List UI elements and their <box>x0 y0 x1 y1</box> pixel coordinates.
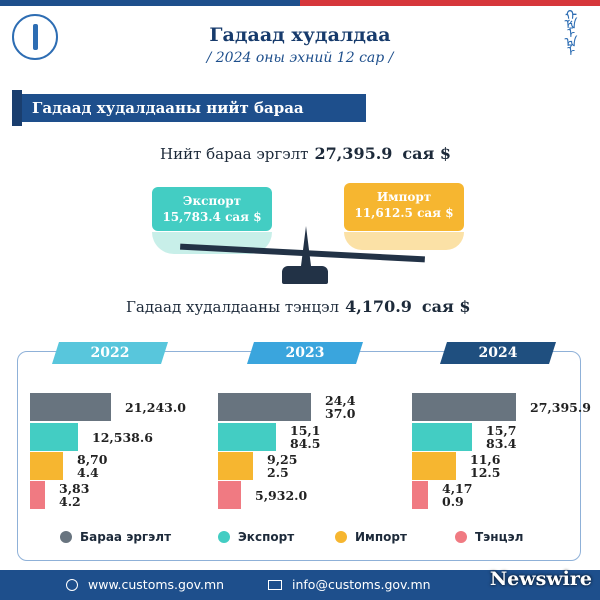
bar-2022-turnover <box>30 393 111 421</box>
export-card: Экспорт 15,783.4 сая $ <box>152 187 272 231</box>
year-tab-2024: 2024 <box>440 342 556 364</box>
legend-dot-balance <box>455 531 467 543</box>
bar-2024-balance <box>412 481 428 509</box>
value-label-2023-import: 9,25 2.5 <box>267 452 298 480</box>
section-title: Гадаад худалдааны нийт бараа эргэлт <box>12 90 366 145</box>
customs-logo-icon <box>12 14 58 60</box>
bar-2024-export <box>412 423 472 451</box>
trade-balance: Гадаад худалдааны тэнцэл 4,170.9 сая $ <box>126 297 475 316</box>
value-label-2023-turnover: 24,4 37.0 <box>325 393 356 421</box>
legend-dot-export <box>218 531 230 543</box>
newswire-watermark: Newswire <box>489 568 592 590</box>
website-text[interactable]: www.customs.gov.mn <box>88 577 225 592</box>
legend-dot-import <box>335 531 347 543</box>
legend-import: Импорт <box>335 530 407 544</box>
value-label-2024-import: 11,6 12.5 <box>470 452 501 480</box>
value-label-2023-export: 15,1 84.5 <box>290 423 321 451</box>
value-label-2024-turnover: 27,395.9 <box>530 400 591 415</box>
bar-2023-balance <box>218 481 241 509</box>
value-label-2024-balance: 4,17 0.9 <box>442 481 473 509</box>
value-label-2023-balance: 5,932.0 <box>255 488 308 503</box>
total-unit: сая $ <box>402 144 452 163</box>
legend-label-import: Импорт <box>355 530 407 544</box>
import-value: 11,612.5 сая $ <box>354 206 454 220</box>
bar-2024-turnover <box>412 393 516 421</box>
bar-2024-import <box>412 452 456 480</box>
value-label-2024-export: 15,7 83.4 <box>486 423 517 451</box>
value-label-2022-turnover: 21,243.0 <box>125 400 186 415</box>
legend-turnover: Бараа эргэлт <box>60 530 171 544</box>
export-value: 15,783.4 сая $ <box>162 210 262 224</box>
scale-post-icon <box>301 226 311 266</box>
mail-icon <box>268 580 282 590</box>
legend-dot-turnover <box>60 531 72 543</box>
scale-pan-right <box>344 232 464 250</box>
bar-2023-turnover <box>218 393 311 421</box>
import-label: Импорт <box>376 190 432 204</box>
value-label-2022-import: 8,70 4.4 <box>77 452 108 480</box>
balance-unit: сая $ <box>421 297 471 316</box>
legend-balance: Тэнцэл <box>455 530 523 544</box>
legend-label-balance: Тэнцэл <box>475 530 524 544</box>
top-color-bar <box>0 0 600 6</box>
year-tab-2022: 2022 <box>52 342 168 364</box>
total-label: Нийт бараа эргэлт <box>160 145 309 163</box>
bar-2022-balance <box>30 481 45 509</box>
scale-base-icon <box>282 266 328 284</box>
email-text[interactable]: info@customs.gov.mn <box>292 577 431 592</box>
value-label-2022-balance: 3,83 4.2 <box>59 481 90 509</box>
footer-website[interactable]: www.customs.gov.mn <box>66 577 224 592</box>
legend-label-export: Экспорт <box>238 530 295 544</box>
year-tab-2023: 2023 <box>247 342 363 364</box>
page-title: Гадаад худалдаа <box>209 24 391 46</box>
page-subtitle: / 2024 оны эхний 12 сар / <box>206 50 394 66</box>
legend-label-turnover: Бараа эргэлт <box>80 530 172 544</box>
bar-2023-import <box>218 452 253 480</box>
balance-label: Гадаад худалдааны тэнцэл <box>126 298 340 316</box>
value-label-2022-export: 12,538.6 <box>92 430 153 445</box>
total-value: 27,395.9 <box>314 144 393 163</box>
footer-bar: www.customs.gov.mn info@customs.gov.mn <box>0 570 600 600</box>
total-turnover: Нийт бараа эргэлт 27,395.9 сая $ <box>160 144 455 163</box>
export-label: Экспорт <box>182 194 242 208</box>
bar-2022-export <box>30 423 78 451</box>
bar-2022-import <box>30 452 63 480</box>
footer-email[interactable]: info@customs.gov.mn <box>268 577 431 592</box>
legend-export: Экспорт <box>218 530 294 544</box>
globe-icon <box>66 579 78 591</box>
balance-value: 4,170.9 <box>345 297 412 316</box>
import-card: Импорт 11,612.5 сая $ <box>344 183 464 231</box>
bar-2023-export <box>218 423 276 451</box>
